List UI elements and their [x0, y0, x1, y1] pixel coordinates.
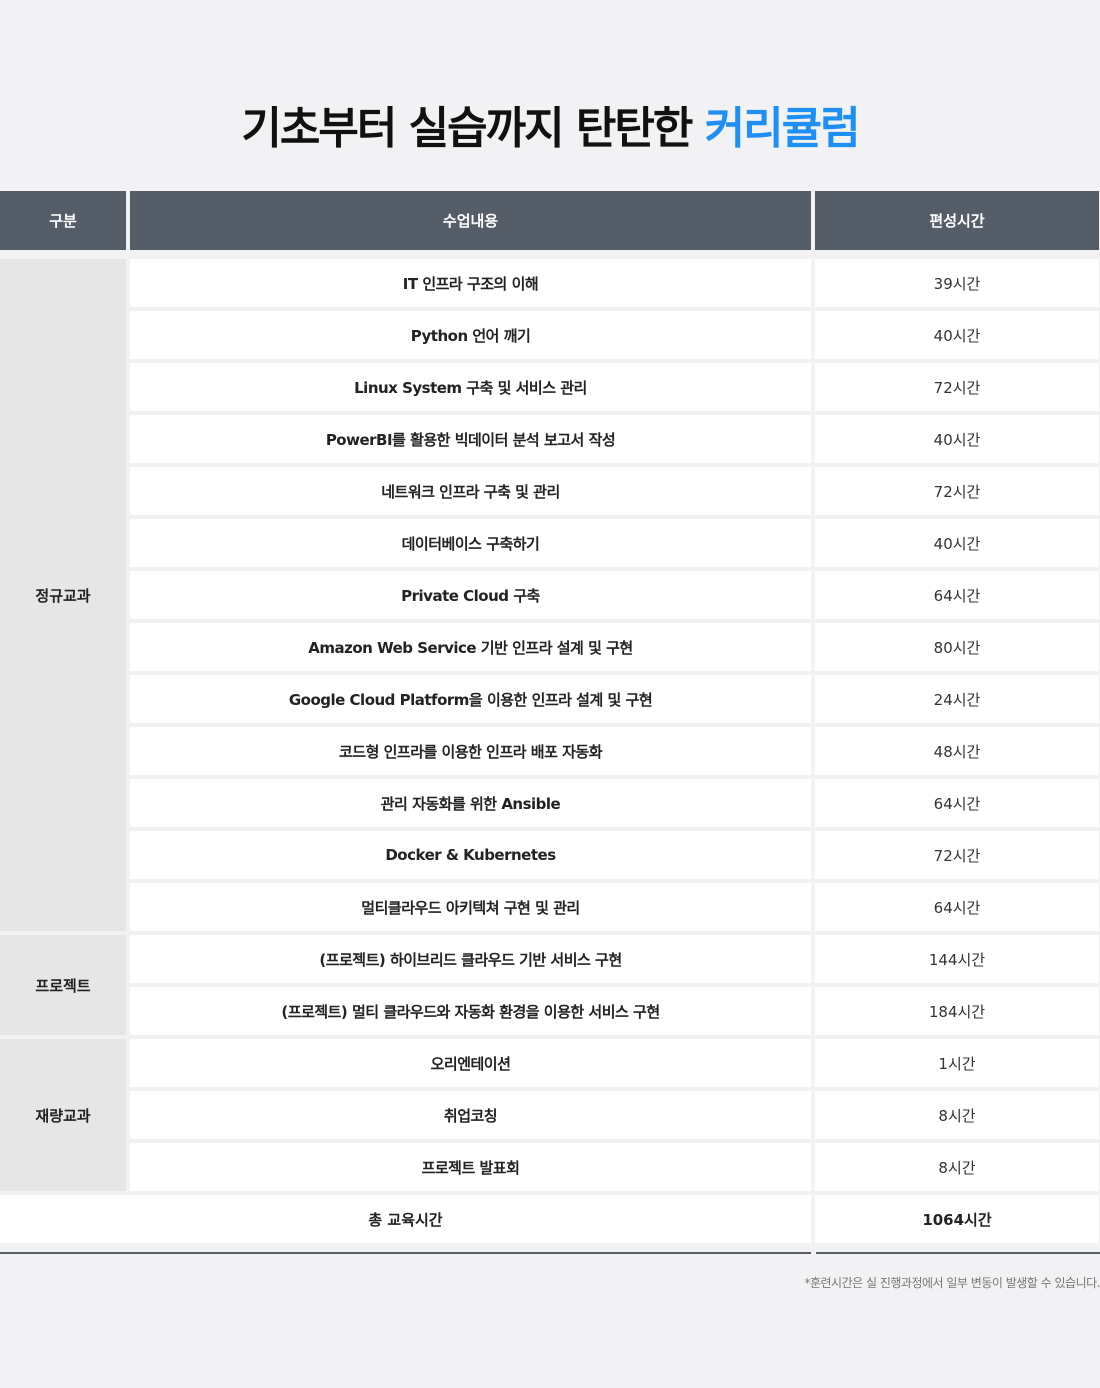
- table-bottom-line: [0, 1252, 811, 1254]
- course-hours: 184시간: [815, 987, 1099, 1035]
- table-bottom-line: [816, 1252, 1100, 1254]
- course-name: (프로젝트) 멀티 클라우드와 자동화 환경을 이용한 서비스 구현: [130, 987, 811, 1035]
- course-hours: 8시간: [815, 1091, 1099, 1139]
- course-name: 오리엔테이션: [130, 1039, 811, 1087]
- course-hours: 40시간: [815, 311, 1099, 359]
- course-name: Linux System 구축 및 서비스 관리: [130, 363, 811, 411]
- course-hours: 72시간: [815, 363, 1099, 411]
- course-hours: 39시간: [815, 259, 1099, 307]
- category-cell: 정규교과: [0, 259, 126, 931]
- course-hours: 72시간: [815, 831, 1099, 879]
- course-hours: 8시간: [815, 1143, 1099, 1191]
- header-hours: 편성시간: [815, 191, 1099, 250]
- title-accent: 커리큘럼: [704, 103, 861, 154]
- title-main: 기초부터 실습까지 탄탄한: [241, 103, 693, 154]
- course-hours: 48시간: [815, 727, 1099, 775]
- header-content: 수업내용: [130, 191, 811, 250]
- course-hours: 64시간: [815, 779, 1099, 827]
- course-hours: 40시간: [815, 519, 1099, 567]
- course-name: 관리 자동화를 위한 Ansible: [130, 779, 811, 827]
- course-name: PowerBI를 활용한 빅데이터 분석 보고서 작성: [130, 415, 811, 463]
- category-cell: 재량교과: [0, 1039, 126, 1191]
- course-hours: 24시간: [815, 675, 1099, 723]
- course-hours: 144시간: [815, 935, 1099, 983]
- total-label: 총 교육시간: [0, 1195, 811, 1243]
- course-hours: 80시간: [815, 623, 1099, 671]
- course-name: Amazon Web Service 기반 인프라 설계 및 구현: [130, 623, 811, 671]
- course-name: Docker & Kubernetes: [130, 831, 811, 879]
- curriculum-table: 정규교과 IT 인프라 구조의 이해 39시간 Python 언어 깨기 40시간 Lin…: [0, 259, 1100, 1243]
- course-name: 데이터베이스 구축하기: [130, 519, 811, 567]
- course-name: 멀티클라우드 아키텍쳐 구현 및 관리: [130, 883, 811, 931]
- course-name: (프로젝트) 하이브리드 클라우드 기반 서비스 구현: [130, 935, 811, 983]
- course-name: 네트워크 인프라 구축 및 관리: [130, 467, 811, 515]
- total-hours: 1064시간: [815, 1195, 1099, 1243]
- course-name: 코드형 인프라를 이용한 인프라 배포 자동화: [130, 727, 811, 775]
- course-name: Python 언어 깨기: [130, 311, 811, 359]
- category-cell: 프로젝트: [0, 935, 126, 1035]
- table-header: 구분 수업내용 편성시간: [0, 191, 1100, 250]
- course-hours: 40시간: [815, 415, 1099, 463]
- footnote: *훈련시간은 실 진행과정에서 일부 변동이 발생할 수 있습니다.: [804, 1276, 1100, 1290]
- course-hours: 1시간: [815, 1039, 1099, 1087]
- course-name: Private Cloud 구축: [130, 571, 811, 619]
- course-hours: 64시간: [815, 571, 1099, 619]
- course-name: Google Cloud Platform을 이용한 인프라 설계 및 구현: [130, 675, 811, 723]
- course-hours: 72시간: [815, 467, 1099, 515]
- course-name: 프로젝트 발표회: [130, 1143, 811, 1191]
- course-hours: 64시간: [815, 883, 1099, 931]
- header-category: 구분: [0, 191, 126, 250]
- page-title: 기초부터 실습까지 탄탄한 커리큘럼: [0, 92, 1100, 156]
- course-name: 취업코칭: [130, 1091, 811, 1139]
- course-name: IT 인프라 구조의 이해: [130, 259, 811, 307]
